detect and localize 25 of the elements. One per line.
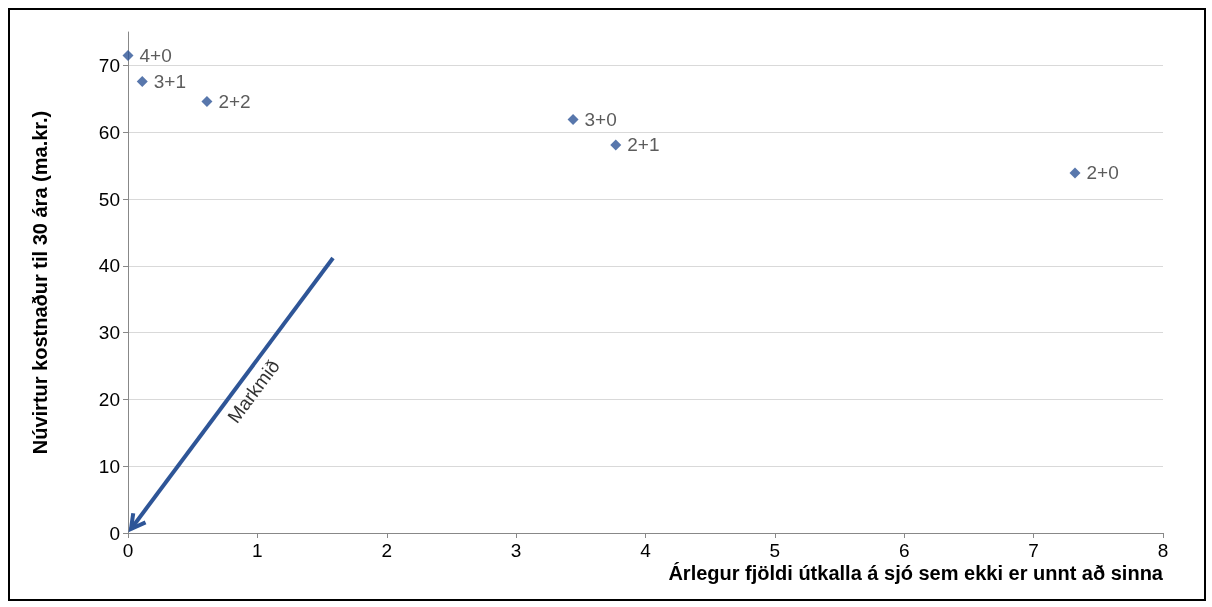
x-tick-label: 7: [1028, 540, 1039, 561]
x-tick-label: 3: [510, 540, 522, 561]
y-tick-label: 20: [98, 388, 120, 410]
x-axis-title: Árlegur fjöldi útkalla á sjó sem ekki er unnt að sinna: [668, 562, 1164, 584]
data-label: 2+0: [1086, 162, 1119, 184]
y-tick-label: 10: [98, 455, 120, 477]
data-label: 3+0: [584, 109, 617, 131]
y-tick-label: 40: [98, 255, 120, 277]
x-tick-label: 5: [769, 540, 781, 561]
x-tick-label: 0: [122, 540, 134, 561]
x-tick-label: 2: [381, 540, 393, 561]
y-tick-label: 0: [109, 522, 120, 544]
x-tick-label: 6: [898, 540, 910, 561]
y-tick-label: 60: [98, 121, 120, 143]
x-tick-label: 8: [1157, 540, 1169, 561]
y-axis-title: Núvirtur kostnaður til 30 ára (ma.kr.): [29, 110, 51, 455]
data-label: 2+2: [218, 90, 251, 112]
y-tick-label: 50: [98, 188, 120, 210]
data-label: 3+1: [153, 70, 186, 92]
x-tick-label: 4: [640, 540, 652, 561]
data-label: 4+0: [139, 44, 172, 66]
x-tick-label: 1: [252, 540, 263, 561]
data-label: 2+1: [627, 134, 660, 156]
y-tick-label: 30: [98, 322, 120, 344]
y-tick-label: 70: [98, 54, 120, 76]
